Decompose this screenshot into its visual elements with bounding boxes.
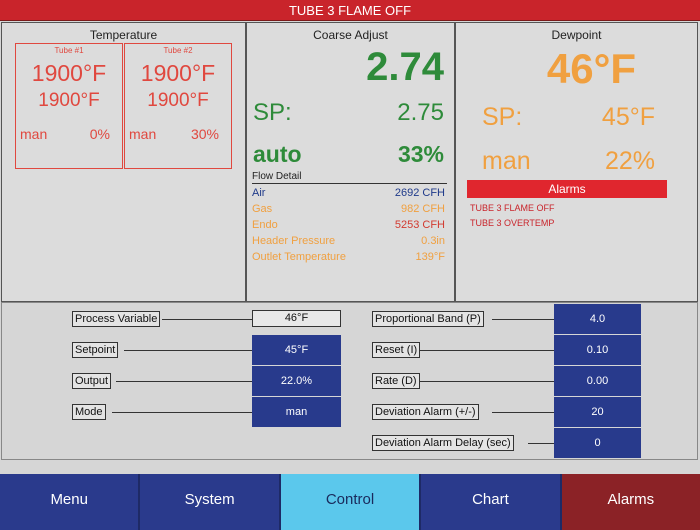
rate-input[interactable]: 0.00 — [554, 366, 641, 396]
proportional-band-input[interactable]: 4.0 — [554, 304, 641, 334]
rate-label: Rate (D) — [372, 373, 420, 389]
nav-menu-button[interactable]: Menu — [0, 474, 141, 530]
coarse-sp-label: SP: — [253, 99, 292, 126]
flow-value: 0.3in — [421, 235, 445, 247]
flow-value: 982 CFH — [400, 203, 445, 215]
tube-output: 0% — [89, 126, 110, 142]
coarse-mode: auto — [253, 141, 302, 167]
tube-2-card[interactable]: Tube #2 1900°F 1900°F man 30% — [124, 43, 232, 169]
nav-control-button[interactable]: Control — [280, 474, 422, 530]
mode-select[interactable]: man — [252, 397, 341, 427]
dewpoint-process-value: 46°F — [546, 45, 637, 92]
flow-divider — [252, 183, 447, 184]
leader-line — [420, 350, 554, 351]
leader-line — [528, 443, 554, 444]
dewpoint-sp-value: 45°F — [601, 103, 655, 131]
leader-line — [112, 412, 252, 413]
alarms-header: Alarms — [467, 180, 667, 198]
mode-label: Mode — [72, 404, 106, 420]
output-label: Output — [72, 373, 112, 389]
tube-name: Tube #1 — [54, 46, 84, 55]
tube-name: Tube #2 — [163, 46, 193, 55]
leader-line — [420, 381, 554, 382]
loop-parameters: Process Variable 46°F Setpoint 45°F Outp… — [1, 302, 698, 460]
coarse-title: Coarse Adjust — [313, 28, 388, 42]
flow-label: Gas — [252, 203, 273, 215]
leader-line — [492, 319, 554, 320]
tube-temp-secondary: 1900°F — [38, 90, 100, 111]
nav-chart-button[interactable]: Chart — [421, 474, 562, 530]
dewpoint-output: 22% — [604, 147, 655, 175]
leader-line — [116, 381, 252, 382]
proportional-band-label: Proportional Band (P) — [372, 311, 484, 327]
reset-label: Reset (I) — [372, 342, 421, 358]
alarm-item: TUBE 3 FLAME OFF — [470, 203, 555, 213]
leader-line — [162, 319, 252, 320]
flow-detail-title: Flow Detail — [252, 171, 302, 182]
dewpoint-sp-label: SP: — [482, 103, 523, 131]
flow-row-endo: Endo 5253 CFH — [252, 219, 445, 231]
tube-temp-primary: 1900°F — [31, 60, 107, 86]
status-banner: TUBE 3 FLAME OFF — [0, 0, 700, 21]
tube-mode: man — [20, 126, 48, 142]
coarse-adjust-panel[interactable]: Coarse Adjust 2.74 SP: 2.75 auto 33% Flo… — [246, 22, 455, 302]
flow-value: 5253 CFH — [394, 219, 445, 231]
dewpoint-title: Dewpoint — [551, 28, 602, 42]
flow-label: Endo — [252, 219, 278, 231]
flow-label: Outlet Temperature — [252, 251, 346, 263]
setpoint-input[interactable]: 45°F — [252, 335, 341, 365]
alarm-item: TUBE 3 OVERTEMP — [470, 218, 555, 228]
deviation-alarm-label: Deviation Alarm (+/-) — [372, 404, 479, 420]
tube-1-card[interactable]: Tube #1 1900°F 1900°F man 0% — [15, 43, 123, 169]
coarse-output: 33% — [397, 141, 444, 167]
temperature-panel: Temperature Tube #1 1900°F 1900°F man 0%… — [1, 22, 246, 302]
process-variable-value: 46°F — [252, 310, 341, 327]
flow-row-gas: Gas 982 CFH — [252, 203, 445, 215]
dewpoint-panel[interactable]: Dewpoint 46°F SP: 45°F man 22% Alarms TU… — [455, 22, 698, 302]
deviation-alarm-input[interactable]: 20 — [554, 397, 641, 427]
deviation-alarm-delay-input[interactable]: 0 — [554, 428, 641, 458]
dewpoint-mode: man — [482, 147, 531, 175]
setpoint-label: Setpoint — [72, 342, 119, 358]
flow-value: 2692 CFH — [394, 187, 445, 199]
flow-label: Air — [252, 187, 266, 199]
output-input[interactable]: 22.0% — [252, 366, 341, 396]
reset-input[interactable]: 0.10 — [554, 335, 641, 365]
flow-row-air: Air 2692 CFH — [252, 187, 445, 199]
flow-label: Header Pressure — [252, 235, 336, 247]
deviation-alarm-delay-label: Deviation Alarm Delay (sec) — [372, 435, 514, 451]
nav-system-button[interactable]: System — [140, 474, 281, 530]
coarse-sp-value: 2.75 — [397, 99, 444, 126]
bottom-nav: Menu System Control Chart Alarms — [0, 474, 700, 530]
tube-output: 30% — [190, 126, 219, 142]
flow-value: 139°F — [415, 251, 445, 263]
coarse-process-value: 2.74 — [366, 45, 444, 89]
nav-alarms-button[interactable]: Alarms — [561, 474, 700, 530]
flow-row-outlet-temperature: Outlet Temperature 139°F — [252, 251, 445, 263]
temperature-title: Temperature — [89, 28, 158, 42]
leader-line — [124, 350, 252, 351]
process-variable-label: Process Variable — [72, 311, 161, 327]
leader-line — [492, 412, 554, 413]
flow-row-header-pressure: Header Pressure 0.3in — [252, 235, 445, 247]
tube-temp-primary: 1900°F — [140, 60, 216, 86]
tube-mode: man — [129, 126, 157, 142]
tube-temp-secondary: 1900°F — [147, 90, 209, 111]
